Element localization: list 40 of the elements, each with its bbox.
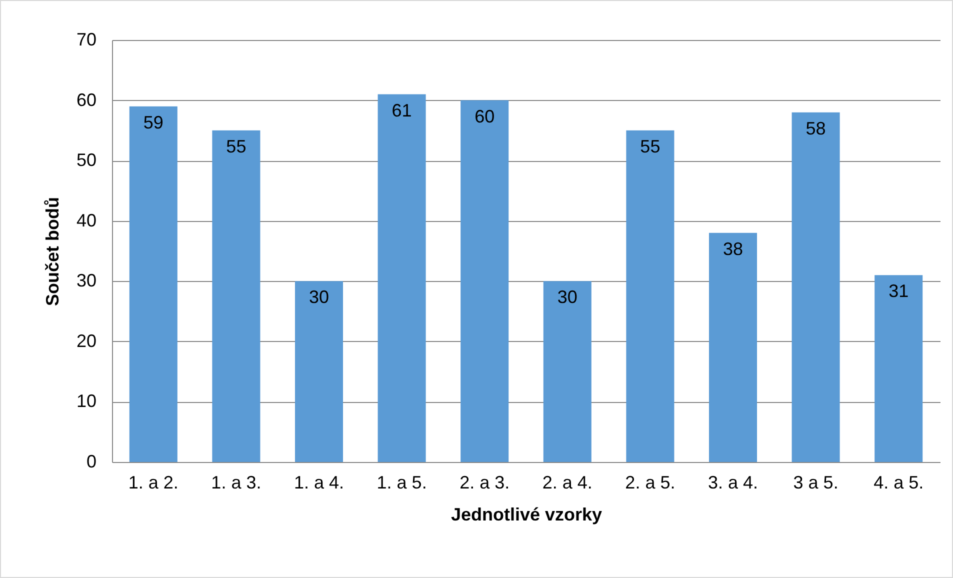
data-label: 55 <box>640 136 660 156</box>
y-tick-label: 20 <box>76 330 96 351</box>
x-tick-label: 4. a 5. <box>874 472 924 492</box>
y-tick-label: 70 <box>76 30 96 50</box>
data-label: 30 <box>557 287 578 308</box>
bar <box>543 281 592 462</box>
data-label: 55 <box>226 136 246 156</box>
x-tick-label: 1. a 2. <box>128 472 178 492</box>
x-tick-label: 2. a 5. <box>625 472 676 492</box>
data-label: 38 <box>722 238 744 259</box>
x-tick-label: 3 a 5. <box>793 472 838 492</box>
data-label: 59 <box>143 112 164 132</box>
y-tick-label: 40 <box>76 210 96 230</box>
x-tick-label: 1. a 4. <box>294 472 344 492</box>
x-tick-label: 1. a 5. <box>376 472 427 492</box>
bar <box>792 112 840 462</box>
bar <box>378 94 426 462</box>
bar <box>874 275 923 462</box>
y-tick-label: 0 <box>86 452 96 472</box>
x-tick-label: 1. a 3. <box>211 472 262 492</box>
bar <box>129 106 178 462</box>
data-label: 30 <box>308 287 330 308</box>
data-label: 31 <box>888 281 909 302</box>
x-axis-title: Jednotlivé vzorky <box>450 504 602 524</box>
bar <box>212 130 260 462</box>
bar <box>626 130 674 462</box>
bar <box>460 100 509 462</box>
bar <box>708 232 758 462</box>
x-tick-label: 2. a 3. <box>460 472 510 492</box>
data-label: 58 <box>806 118 826 138</box>
y-tick-label: 50 <box>76 150 96 170</box>
x-tick-label: 3. a 4. <box>708 472 758 492</box>
x-tick-label: 2. a 4. <box>542 472 592 492</box>
y-tick-label: 10 <box>76 391 96 412</box>
y-axis-title: Součet bodů <box>42 197 62 306</box>
data-label: 60 <box>474 106 495 126</box>
y-tick-label: 30 <box>76 270 96 291</box>
data-label: 61 <box>392 100 412 120</box>
y-tick-label: 60 <box>76 90 96 110</box>
bar <box>294 281 344 462</box>
